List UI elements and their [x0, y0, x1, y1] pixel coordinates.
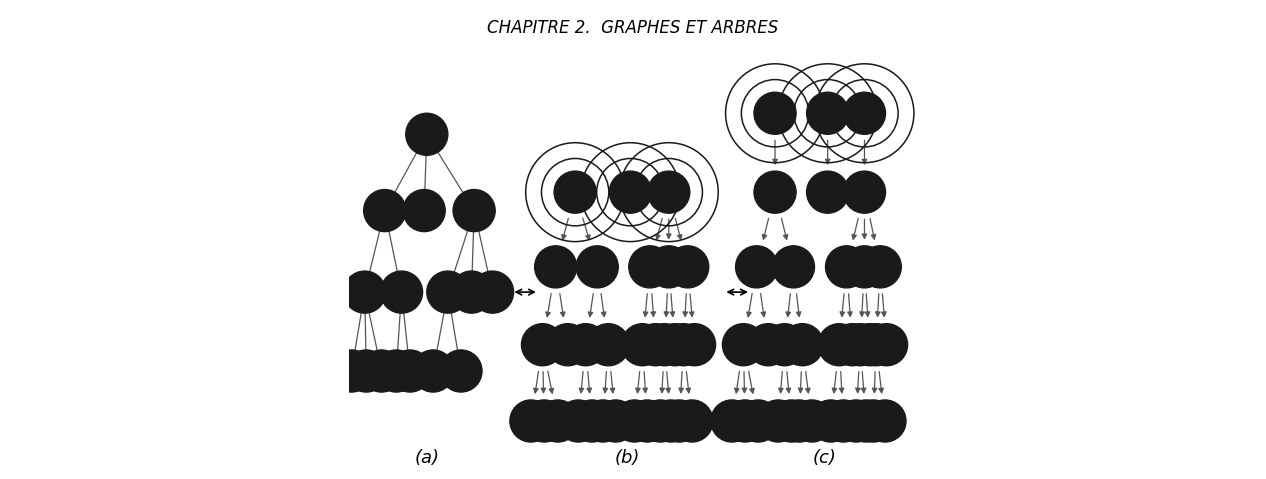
Circle shape	[557, 400, 599, 442]
Circle shape	[381, 271, 423, 313]
Circle shape	[860, 246, 901, 288]
Circle shape	[770, 400, 813, 442]
Text: (a): (a)	[414, 449, 439, 467]
Circle shape	[806, 92, 848, 134]
Circle shape	[655, 324, 696, 366]
Circle shape	[453, 190, 495, 232]
Circle shape	[662, 324, 705, 366]
Circle shape	[363, 190, 405, 232]
Circle shape	[781, 324, 823, 366]
Circle shape	[844, 400, 887, 442]
Circle shape	[343, 271, 386, 313]
Circle shape	[839, 324, 881, 366]
Circle shape	[565, 324, 606, 366]
Circle shape	[571, 400, 613, 442]
Circle shape	[634, 324, 676, 366]
Circle shape	[389, 350, 430, 392]
Circle shape	[522, 324, 563, 366]
Circle shape	[747, 324, 789, 366]
Circle shape	[791, 400, 833, 442]
Circle shape	[832, 324, 874, 366]
Circle shape	[755, 92, 796, 134]
Circle shape	[582, 400, 624, 442]
Circle shape	[757, 400, 799, 442]
Text: (b): (b)	[615, 449, 641, 467]
Circle shape	[855, 324, 898, 366]
Circle shape	[643, 324, 686, 366]
Circle shape	[609, 171, 652, 213]
Circle shape	[825, 246, 867, 288]
Circle shape	[441, 350, 482, 392]
Circle shape	[330, 350, 372, 392]
Circle shape	[622, 324, 663, 366]
Circle shape	[639, 400, 681, 442]
Circle shape	[555, 171, 596, 213]
Circle shape	[667, 246, 709, 288]
Circle shape	[648, 246, 690, 288]
Circle shape	[810, 400, 852, 442]
Circle shape	[818, 324, 861, 366]
Circle shape	[587, 324, 629, 366]
Circle shape	[736, 246, 777, 288]
Circle shape	[411, 350, 454, 392]
Text: CHAPITRE 2.  GRAPHES ET ARBRES: CHAPITRE 2. GRAPHES ET ARBRES	[487, 19, 779, 36]
Circle shape	[471, 271, 514, 313]
Circle shape	[658, 400, 700, 442]
Circle shape	[852, 400, 895, 442]
Circle shape	[403, 190, 446, 232]
Circle shape	[649, 400, 693, 442]
Circle shape	[779, 400, 820, 442]
Circle shape	[848, 324, 891, 366]
Circle shape	[361, 350, 403, 392]
Circle shape	[346, 350, 387, 392]
Circle shape	[723, 324, 765, 366]
Circle shape	[523, 400, 565, 442]
Circle shape	[763, 324, 805, 366]
Circle shape	[671, 400, 713, 442]
Circle shape	[576, 246, 618, 288]
Circle shape	[843, 246, 885, 288]
Circle shape	[595, 400, 637, 442]
Circle shape	[427, 271, 468, 313]
Circle shape	[629, 246, 671, 288]
Circle shape	[806, 171, 848, 213]
Circle shape	[863, 400, 906, 442]
Circle shape	[648, 171, 690, 213]
Circle shape	[627, 400, 668, 442]
Circle shape	[547, 324, 589, 366]
Circle shape	[537, 400, 579, 442]
Circle shape	[614, 400, 656, 442]
Circle shape	[710, 400, 753, 442]
Text: (c): (c)	[813, 449, 837, 467]
Circle shape	[534, 246, 577, 288]
Circle shape	[836, 400, 877, 442]
Circle shape	[405, 113, 448, 155]
Circle shape	[724, 400, 766, 442]
Circle shape	[510, 400, 552, 442]
Circle shape	[737, 400, 780, 442]
Circle shape	[375, 350, 418, 392]
Circle shape	[755, 171, 796, 213]
Circle shape	[843, 171, 885, 213]
Circle shape	[823, 400, 865, 442]
Circle shape	[451, 271, 492, 313]
Circle shape	[674, 324, 715, 366]
Circle shape	[843, 92, 885, 134]
Circle shape	[866, 324, 908, 366]
Circle shape	[772, 246, 814, 288]
